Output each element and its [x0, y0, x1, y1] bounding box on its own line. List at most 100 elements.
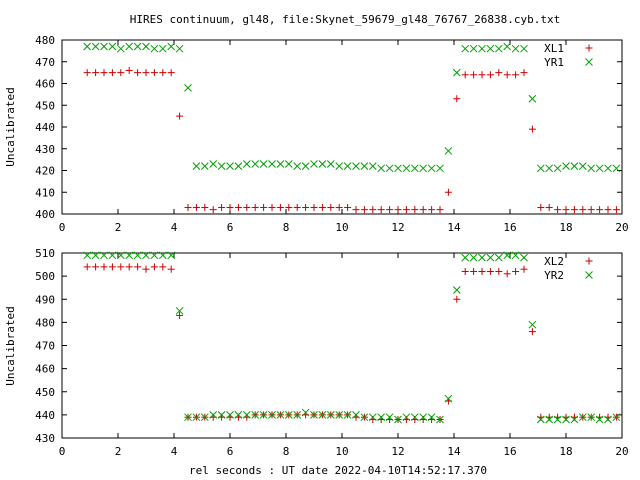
legend-marker-yr2 [585, 271, 593, 279]
point-xl1 [453, 95, 461, 103]
point-yr1 [343, 162, 352, 171]
point-xl1 [360, 206, 368, 214]
point-yr1 [310, 160, 318, 168]
point-yr2 [528, 320, 537, 329]
point-yr1 [301, 162, 310, 171]
point-xl1 [436, 206, 444, 214]
point-xl1 [318, 203, 326, 211]
point-yr1 [545, 164, 554, 173]
point-xl1 [134, 69, 142, 77]
top-y-tick-label: 400 [35, 208, 55, 221]
point-yr1 [461, 44, 470, 53]
point-yr2 [494, 253, 503, 262]
top-x-tick-label: 16 [503, 221, 516, 234]
point-yr2 [226, 411, 234, 419]
bottom-axes: 0 2 4 6 8 10 12 14 16 18 20 430 440 450 460 470 480 490 50… [35, 247, 629, 458]
bottom-y-tick-label: 450 [35, 386, 55, 399]
point-yr1 [553, 164, 562, 173]
point-xl1 [125, 66, 133, 74]
point-yr2 [394, 415, 402, 424]
top-x-tick-label: 0 [59, 221, 66, 234]
point-yr2 [209, 411, 218, 419]
point-yr2 [536, 415, 545, 424]
point-yr1 [91, 42, 100, 51]
top-y-tick-label: 460 [35, 78, 55, 91]
point-xl1 [344, 203, 352, 211]
point-xl1 [234, 203, 242, 211]
point-yr2 [604, 415, 612, 424]
point-yr2 [427, 413, 436, 422]
point-xl1 [302, 203, 310, 211]
point-yr2 [452, 286, 461, 294]
legend-marker-xl1 [585, 44, 593, 52]
point-xl2 [167, 265, 175, 273]
point-yr2 [276, 411, 285, 419]
legend-label-xl2: XL2 [544, 255, 564, 268]
point-xl1 [503, 71, 511, 79]
point-yr2 [469, 253, 478, 262]
point-yr2 [142, 251, 150, 260]
point-yr2 [133, 251, 142, 260]
point-yr1 [578, 162, 587, 171]
point-xl1 [386, 206, 394, 214]
point-yr2 [335, 411, 344, 419]
top-axes: 0 2 4 6 8 10 12 14 16 18 20 400 410 420 430 440 450 460 47… [35, 34, 629, 234]
bottom-x-tick-label: 18 [559, 445, 572, 458]
point-yr1 [284, 160, 293, 168]
point-yr1 [108, 42, 117, 51]
point-yr1 [209, 160, 218, 168]
point-yr1 [100, 42, 108, 51]
point-yr2 [150, 251, 159, 260]
point-yr1 [83, 42, 92, 51]
point-yr2 [192, 413, 201, 422]
point-yr2 [318, 411, 327, 419]
point-xl1 [260, 203, 268, 211]
point-yr1 [536, 164, 545, 173]
point-xl2 [159, 263, 167, 271]
point-yr2 [377, 413, 386, 422]
point-xl1 [243, 203, 251, 211]
bottom-x-tick-label: 0 [59, 445, 66, 458]
top-y-tick-label: 480 [35, 34, 55, 47]
point-yr2 [217, 411, 226, 419]
point-xl1 [545, 203, 553, 211]
point-yr1 [503, 42, 512, 51]
point-yr2 [385, 413, 394, 422]
point-xl1 [486, 71, 494, 79]
point-yr1 [242, 160, 251, 168]
point-yr1 [469, 44, 478, 53]
legend-label-xl1: XL1 [544, 42, 564, 55]
point-yr1 [259, 160, 268, 168]
bottom-plot-frame [61, 252, 623, 439]
point-yr2 [410, 413, 419, 422]
point-xl2 [453, 295, 461, 303]
point-xl1 [377, 206, 385, 214]
bottom-panel: Uncalibrated 0 2 4 6 8 10 12 14 16 18 20 430 440 450 4… [4, 247, 629, 458]
top-plot-frame [61, 39, 623, 215]
top-y-axis-label: Uncalibrated [4, 87, 17, 166]
bottom-x-tick-label: 2 [115, 445, 122, 458]
chart-title: HIRES continuum, gl48, file:Skynet_59679… [130, 13, 560, 26]
point-yr1 [436, 164, 444, 173]
point-xl1 [335, 203, 343, 211]
point-yr2 [268, 411, 276, 419]
point-xl1 [201, 203, 209, 211]
point-xl1 [402, 206, 410, 214]
point-yr1 [335, 162, 344, 171]
point-yr1 [452, 68, 461, 77]
point-yr1 [402, 164, 411, 173]
point-xl1 [612, 206, 620, 214]
point-xl1 [176, 112, 184, 120]
point-xl2 [117, 263, 125, 271]
point-yr2 [259, 411, 268, 419]
point-yr1 [486, 44, 495, 53]
point-yr1 [217, 162, 226, 171]
top-x-tick-label: 20 [615, 221, 628, 234]
bottom-x-tick-label: 20 [615, 445, 628, 458]
point-xl2 [176, 311, 184, 319]
point-yr1 [200, 162, 209, 171]
top-y-tick-label: 450 [35, 99, 55, 112]
point-xl1 [604, 206, 612, 214]
point-yr1 [570, 162, 579, 171]
